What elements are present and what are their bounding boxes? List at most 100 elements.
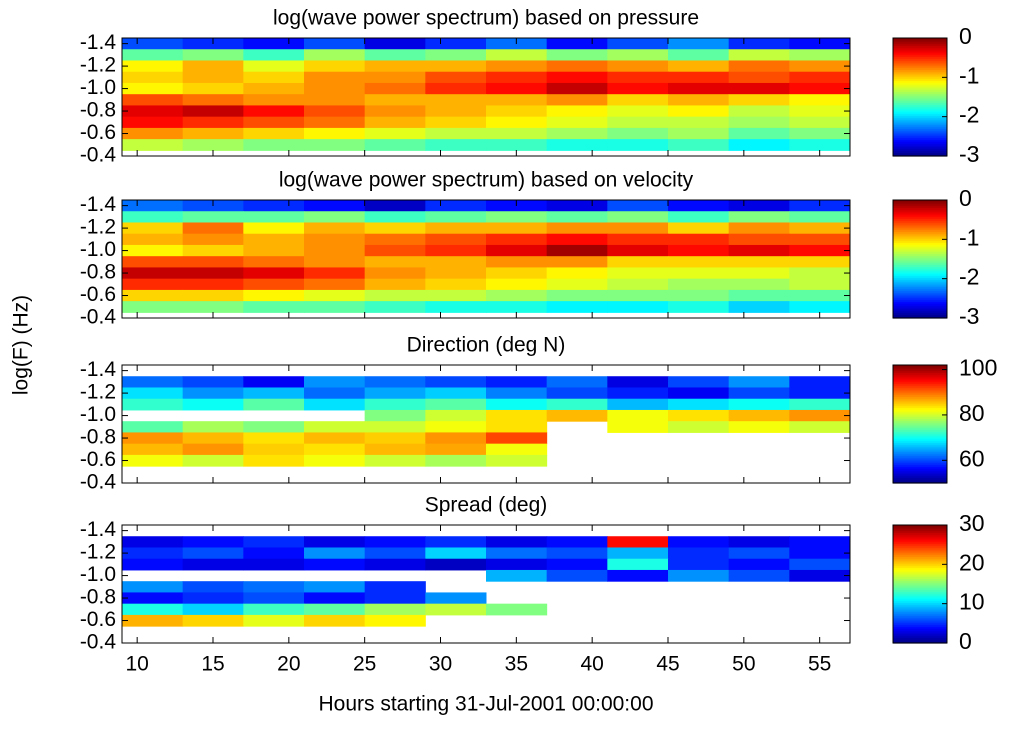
colorbar-swatch <box>893 534 947 537</box>
colorbar-swatch <box>893 526 947 530</box>
heatmap-cell <box>728 116 790 129</box>
y-tick-label: -0.6 <box>80 283 116 306</box>
heatmap-cell <box>122 398 184 411</box>
heatmap-cell <box>243 127 305 140</box>
colorbar-swatch <box>893 139 947 142</box>
heatmap-cell <box>425 222 487 235</box>
colorbar-swatch <box>893 429 947 432</box>
heatmap-cell <box>607 289 669 302</box>
colorbar-swatch <box>893 620 947 624</box>
heatmap-cell <box>122 49 184 61</box>
colorbar-swatch <box>893 216 947 220</box>
colorbar-swatch <box>893 220 947 223</box>
colorbar-swatch <box>893 593 947 596</box>
heatmap-cell <box>122 116 184 129</box>
heatmap-cell <box>425 398 487 411</box>
colorbar-tick-label: -2 <box>959 102 979 128</box>
colorbar-swatch <box>893 641 947 644</box>
heatmap-cell <box>425 267 487 280</box>
heatmap-cell <box>182 127 244 140</box>
colorbar-swatch <box>893 288 947 291</box>
colorbar-swatch <box>893 532 947 535</box>
heatmap-cell <box>668 267 730 280</box>
heatmap-cell <box>546 387 608 400</box>
heatmap-cell <box>728 387 790 400</box>
colorbar-swatch <box>893 115 947 118</box>
colorbar-swatch <box>893 133 947 137</box>
heatmap-cell <box>607 211 669 223</box>
heatmap-cell <box>304 116 366 129</box>
heatmap-cell <box>364 38 426 50</box>
colorbar-swatch <box>893 275 947 279</box>
colorbar-swatch <box>893 442 947 445</box>
heatmap-cell <box>789 244 850 257</box>
heatmap-cell <box>364 547 426 560</box>
colorbar-swatch <box>893 246 947 249</box>
colorbar-swatch <box>893 425 947 429</box>
heatmap-cell <box>243 614 305 627</box>
heatmap-cell <box>122 614 184 627</box>
colorbar-tick-label: 30 <box>959 510 985 536</box>
y-tick-label: -1.2 <box>80 541 116 564</box>
colorbar-swatch <box>893 84 947 87</box>
heatmap-cell <box>789 278 850 291</box>
heatmap-cell <box>668 398 730 411</box>
y-tick-label: -1.0 <box>80 238 116 261</box>
heatmap-cell <box>668 139 730 151</box>
heatmap-cell <box>122 278 184 291</box>
colorbar-swatch <box>893 525 947 528</box>
colorbar-swatch <box>893 128 947 131</box>
heatmap-cell <box>122 581 184 593</box>
heatmap-cell <box>304 387 366 400</box>
colorbar-swatch <box>893 447 947 451</box>
heatmap-cell <box>243 301 305 313</box>
heatmap-cell <box>789 60 850 73</box>
x-tick-label: 10 <box>125 653 148 676</box>
panel-title: log(wave power spectrum) based on pressu… <box>273 7 699 30</box>
x-axis-label: Hours starting 31-Jul-2001 00:00:00 <box>318 693 653 716</box>
heatmap-cell <box>425 603 487 616</box>
colorbar-swatch <box>893 394 947 397</box>
heatmap-cell <box>668 301 730 313</box>
heatmap-cell <box>728 289 790 302</box>
colorbar-tick-label: -3 <box>959 141 979 167</box>
colorbar-swatch <box>893 422 947 425</box>
heatmap-cell <box>546 558 608 571</box>
heatmap-cell <box>243 49 305 61</box>
heatmap-cell <box>364 105 426 118</box>
colorbar-swatch <box>893 460 947 464</box>
colorbar-swatch <box>893 119 947 122</box>
heatmap-cell <box>546 60 608 73</box>
heatmap-cell <box>546 38 608 50</box>
heatmap-cell <box>607 409 669 422</box>
heatmap-cell <box>364 127 426 140</box>
heatmap-cell <box>789 116 850 129</box>
colorbar-frame <box>892 199 948 319</box>
colorbar-swatch <box>893 41 947 45</box>
x-tick-label: 50 <box>732 653 755 676</box>
heatmap-cell <box>789 71 850 84</box>
colorbar-swatch <box>893 71 947 74</box>
colorbar-swatch <box>893 260 947 264</box>
heatmap-cell <box>182 421 244 433</box>
heatmap-cell <box>364 200 426 212</box>
heatmap-cell <box>425 139 487 151</box>
colorbar-swatch <box>893 571 947 574</box>
y-tick-label: -1.0 <box>80 563 116 586</box>
heatmap-cell <box>122 376 184 388</box>
colorbar-swatch <box>893 212 947 216</box>
heatmap-cell <box>304 301 366 313</box>
heatmap-cell <box>122 211 184 223</box>
heatmap-cell <box>607 139 669 151</box>
heatmap-cell <box>728 536 790 548</box>
heatmap-cell <box>607 127 669 140</box>
colorbar-swatch <box>893 111 947 115</box>
colorbar-swatch <box>893 453 947 456</box>
heatmap-cell <box>546 398 608 411</box>
colorbar-swatch <box>893 606 947 609</box>
heatmap-cell <box>607 105 669 118</box>
colorbar-swatch <box>893 316 947 319</box>
heatmap-cell <box>243 60 305 73</box>
colorbar-swatch <box>893 548 947 552</box>
colorbar-swatch <box>893 637 947 640</box>
